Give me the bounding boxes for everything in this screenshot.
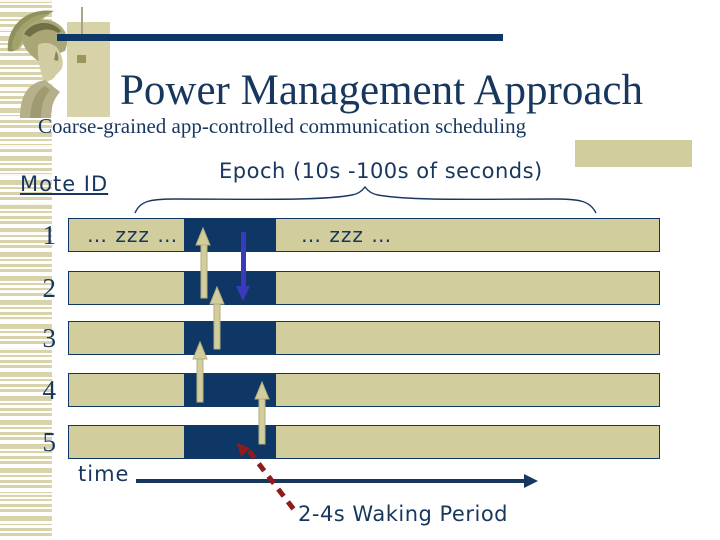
time-axis-arrow xyxy=(136,474,538,488)
mote-id-number: 5 xyxy=(42,427,57,457)
mote-id-number: 1 xyxy=(42,220,57,250)
mote-id-number: 2 xyxy=(42,273,57,303)
waking-band xyxy=(184,425,276,459)
mote-id-label: Mote ID xyxy=(20,172,109,196)
slide-title: Power Management Approach xyxy=(120,67,644,114)
epoch-label: Epoch (10s -100s of seconds) xyxy=(219,159,543,183)
accent-square xyxy=(77,55,86,63)
sleep-text-right: … zzz … xyxy=(301,223,393,247)
mote-row: 1 … zzz … … zzz … xyxy=(0,218,720,252)
waking-band xyxy=(184,218,276,252)
athena-bust-image xyxy=(7,10,68,118)
accent-tick-line xyxy=(81,7,83,34)
waking-band xyxy=(184,271,276,305)
epoch-bar xyxy=(68,321,660,355)
mote-row: 5 xyxy=(0,425,720,459)
sleep-text-left: … zzz … xyxy=(87,223,179,247)
mote-id-number: 4 xyxy=(42,375,57,405)
epoch-bar xyxy=(68,373,660,407)
epoch-bar: … zzz … … zzz … xyxy=(68,218,660,252)
epoch-bar xyxy=(68,425,660,459)
mote-row: 3 xyxy=(0,321,720,355)
waking-band xyxy=(184,373,276,407)
mote-id-number: 3 xyxy=(42,323,57,353)
mote-row: 4 xyxy=(0,373,720,407)
epoch-brace xyxy=(134,185,597,214)
epoch-bar xyxy=(68,271,660,305)
accent-rectangle-topright xyxy=(575,140,692,167)
slide-subtitle: Coarse-grained app-controlled communicat… xyxy=(38,114,527,138)
waking-period-label: 2-4s Waking Period xyxy=(298,502,508,526)
mote-row: 2 xyxy=(0,271,720,305)
title-rule xyxy=(57,34,503,41)
time-label: time xyxy=(78,462,130,486)
waking-band xyxy=(184,321,276,355)
